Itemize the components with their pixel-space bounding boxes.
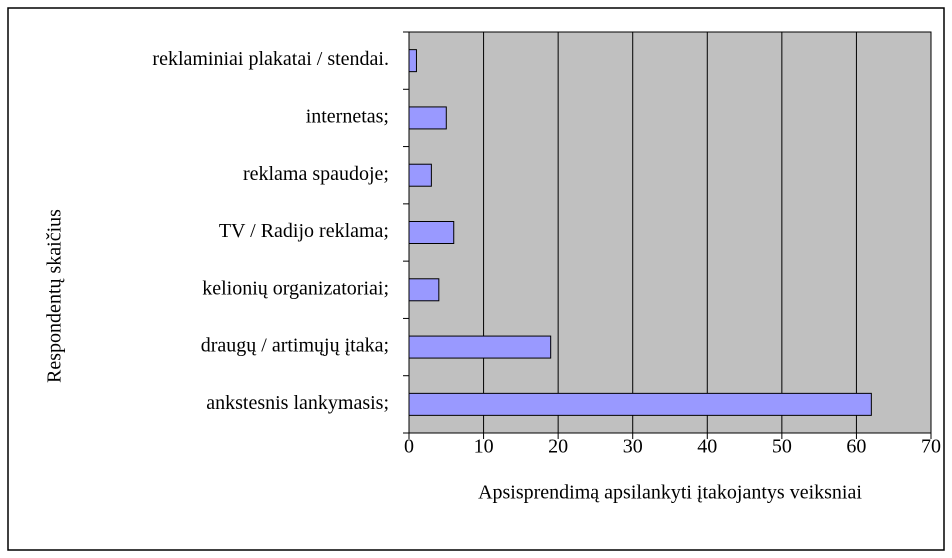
x-tick-label: 0	[404, 436, 414, 458]
y-tick-label: reklama spaudoje;	[243, 163, 389, 185]
bar	[408, 106, 447, 130]
bar	[408, 163, 432, 187]
bar	[408, 278, 440, 302]
y-tick-label: TV / Radijo reklama;	[219, 220, 389, 242]
plot-area	[408, 31, 932, 434]
x-tick-label: 60	[846, 436, 866, 458]
bar	[408, 49, 417, 73]
bar	[408, 392, 872, 416]
y-tick-label: reklaminiai plakatai / stendai.	[152, 48, 389, 70]
y-axis-title: Respondentų skaičius	[44, 209, 66, 383]
x-tick-label: 20	[548, 436, 568, 458]
x-tick-label: 10	[474, 436, 494, 458]
x-tick-label: 30	[623, 436, 643, 458]
x-tick-label: 70	[921, 436, 941, 458]
x-tick-label: 40	[697, 436, 717, 458]
y-tick-label: ankstesnis lankymasis;	[206, 392, 389, 414]
y-tick-label: kelionių organizatoriai;	[202, 277, 389, 299]
y-tick-label: draugų / artimųjų įtaka;	[201, 335, 389, 357]
x-axis-title: Apsisprendimą apsilankyti įtakojantys ve…	[478, 482, 862, 504]
x-tick-label: 50	[772, 436, 792, 458]
y-tick-label: internetas;	[306, 106, 389, 128]
bar	[408, 221, 455, 244]
bar	[408, 335, 552, 359]
